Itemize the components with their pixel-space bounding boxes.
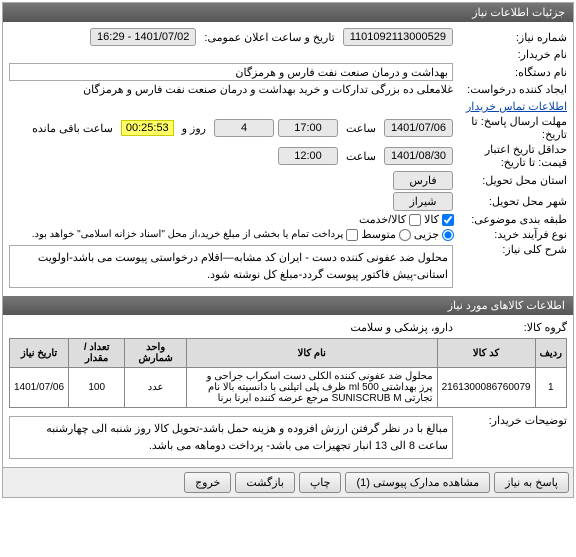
contact-link[interactable]: اطلاعات تماس خریدار [466,100,567,113]
th-1: کد کالا [437,339,535,368]
th-2: نام کالا [186,339,437,368]
countdown-timer: 00:25:53 [121,120,174,136]
td-1: 2161300086760079 [437,368,535,408]
panel-body: شماره نیاز: 1101092113000529 تاریخ و ساع… [3,22,573,296]
th-0: ردیف [535,339,566,368]
th-4: تعداد / مقدار [69,339,125,368]
request-no: 1101092113000529 [343,28,453,46]
back-button[interactable]: بازگشت [235,472,295,493]
buyer-note-box: مبالغ با در نظر گرفتن ارزش افزوده و هزین… [9,416,453,459]
th-5: تاریخ نیاز [10,339,69,368]
creator-value: غلامعلی ده بزرگی تدارکات و خرید بهداشت و… [83,83,453,96]
exit-button[interactable]: خروج [184,472,231,493]
deadline-time: 17:00 [278,119,338,137]
table-row[interactable]: 1 2161300086760079 محلول ضد عفونی کننده … [10,368,567,408]
city-value: شیراز [393,192,453,211]
attachments-button[interactable]: مشاهده مدارک پیوستی (1) [345,472,490,493]
th-3: واحد شمارش [125,339,187,368]
cb-treasury-label: پرداخت تمام یا بخشی از مبلغ خرید،از محل … [32,229,344,240]
creator-label: ایجاد کننده درخواست: [457,83,567,96]
city-label: شهر محل تحویل: [457,195,567,208]
request-no-label: شماره نیاز: [457,31,567,44]
province-label: استان محل تحویل: [457,174,567,187]
td-5: 1401/07/06 [10,368,69,408]
time-label-1: ساعت [342,122,380,135]
rb-medium[interactable] [399,229,411,241]
panel-title: جزئیات اطلاعات نیاز [3,3,573,22]
need-title-box: محلول ضد عفونی کننده دست - ایران کد مشاب… [9,245,453,288]
buyer-name-label: نام خریدار: [457,48,567,61]
budget-label: طبقه بندی موضوعی: [457,213,567,226]
td-0: 1 [535,368,566,408]
button-bar: پاسخ به نیاز مشاهده مدارک پیوستی (1) چاپ… [3,467,573,497]
td-3: عدد [125,368,187,408]
goods-table: ردیف کد کالا نام کالا واحد شمارش تعداد /… [9,338,567,408]
cb-kala-label: کالا [424,213,439,226]
reply-button[interactable]: پاسخ به نیاز [494,472,569,493]
td-4: 100 [69,368,125,408]
announce-label: تاریخ و ساعت اعلان عمومی: [200,31,338,44]
buyer-note-label: توضیحات خریدار: [457,414,567,427]
days-count: 4 [214,119,274,137]
cb-treasury[interactable] [346,229,358,241]
deadline-date: 1401/07/06 [384,119,453,137]
announce-value: 1401/07/02 - 16:29 [90,28,196,46]
cb-kala-service-label: کالا/خدمت [359,213,406,226]
days-label: روز و [178,122,210,135]
rb-small-label: جزیی [414,228,439,241]
main-panel: جزئیات اطلاعات نیاز شماره نیاز: 11010921… [2,2,574,498]
table-header-row: ردیف کد کالا نام کالا واحد شمارش تعداد /… [10,339,567,368]
need-title-label: شرح کلی نیاز: [457,243,567,256]
cb-kala-service[interactable] [409,214,421,226]
org-name-label: نام دستگاه: [457,66,567,79]
rb-medium-label: متوسط [361,228,396,241]
group-label: گروه کالا: [457,321,567,334]
province-value: فارس [393,171,453,190]
org-name-input[interactable] [9,63,453,81]
rb-small[interactable] [442,229,454,241]
print-button[interactable]: چاپ [299,472,342,493]
td-2: محلول ضد عفونی کننده الکلی دست اسکراب جر… [186,368,437,408]
validity-date: 1401/08/30 [384,147,453,165]
time-label-2: ساعت [342,150,380,163]
validity-time: 12:00 [278,147,338,165]
cb-kala[interactable] [442,214,454,226]
deadline-label: مهلت ارسال پاسخ: تا تاریخ: [457,115,567,141]
remain-label: ساعت باقی مانده [28,122,117,135]
validity-label: حداقل تاریخ اعتبار قیمت: تا تاریخ: [457,143,567,169]
goods-body: گروه کالا: دارو، پزشکی و سلامت ردیف کد ک… [3,315,573,467]
purchase-type-label: نوع فرآیند خرید: [457,228,567,241]
group-value: دارو، پزشکی و سلامت [350,321,453,334]
goods-section-title: اطلاعات کالاهای مورد نیاز [3,296,573,315]
